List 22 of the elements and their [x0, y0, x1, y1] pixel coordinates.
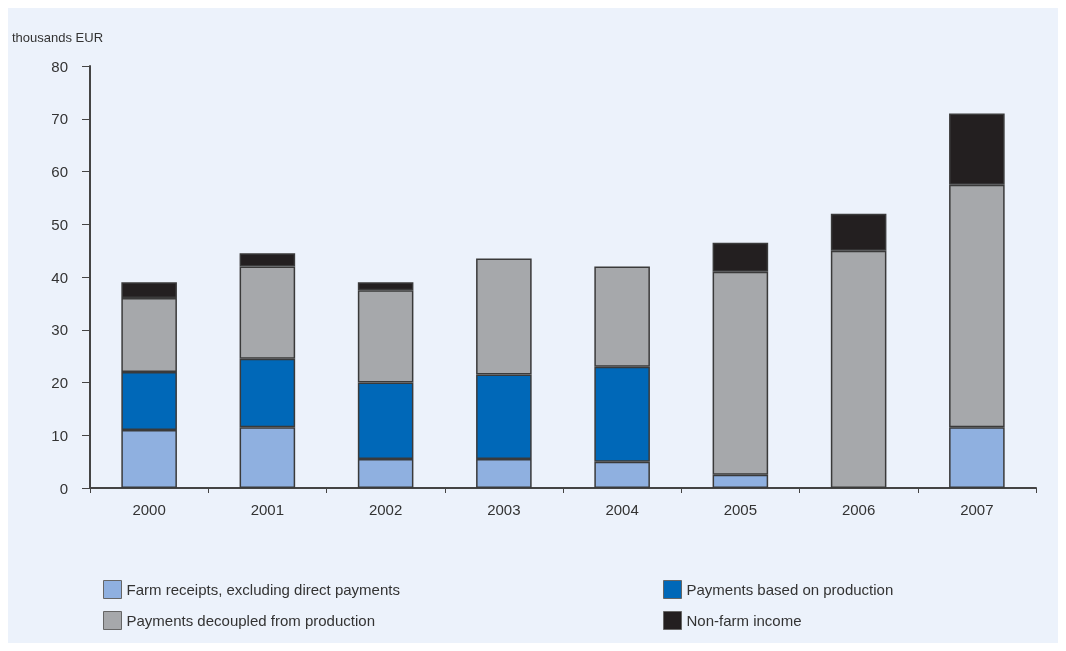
x-tick-label: 2007 — [960, 501, 994, 518]
legend-label: Farm receipts, excluding direct payments — [126, 581, 400, 598]
x-tick-label: 2002 — [368, 501, 403, 518]
legend-label: Payments based on production — [686, 581, 894, 598]
legend-label: Payments decoupled from production — [126, 612, 375, 629]
y-axis-title: thousands EUR — [12, 30, 104, 45]
legend-label: Non-farm income — [686, 612, 802, 629]
x-tick-label: 2003 — [487, 501, 521, 518]
y-tick-label: 80 — [51, 57, 68, 75]
y-tick-label: 0 — [59, 479, 68, 497]
y-tick-label: 50 — [51, 215, 68, 233]
x-tick-label: 2004 — [605, 501, 639, 518]
x-tick-label: 2005 — [723, 501, 758, 518]
x-tick-label: 2006 — [841, 501, 876, 518]
y-tick-label: 10 — [51, 426, 68, 444]
y-tick-label: 40 — [51, 268, 68, 286]
x-tick-label: 2001 — [250, 501, 285, 518]
y-tick-label: 60 — [51, 163, 68, 180]
y-tick-label: 70 — [51, 110, 68, 128]
y-tick-label: 20 — [51, 374, 68, 391]
x-tick-label: 2000 — [132, 501, 166, 518]
y-tick-label: 30 — [51, 321, 68, 339]
